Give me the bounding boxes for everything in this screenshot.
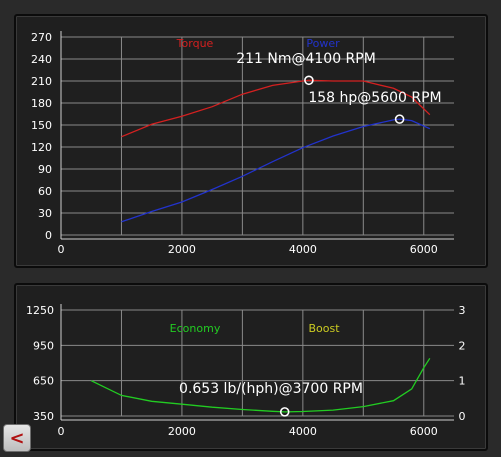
y-tick-label: 120 [31, 141, 52, 154]
x-tick-label: 4000 [289, 243, 317, 256]
y2-tick-label: 0 [459, 410, 466, 423]
legend-power: Power [306, 37, 340, 50]
y-tick-label: 1250 [26, 304, 54, 317]
x-tick-label: 6000 [410, 425, 438, 438]
legend-economy: Economy [170, 322, 221, 335]
torque-power-chart-panel: 0 30 60 90 120 150 180 210 240 270 0 2000 4000 6000 To… [14, 14, 488, 268]
y-tick-label: 30 [38, 207, 52, 220]
series-line-economy [90, 357, 431, 413]
economy-boost-chart-panel: 350 650 950 1250 0 2000 4000 6000 0 1 2 3 Economy Boo… [14, 283, 488, 451]
y-tick-label: 350 [33, 410, 54, 423]
legend-torque: Torque [176, 37, 214, 50]
y2-tick-label: 1 [459, 375, 466, 388]
torque-power-chart: 0 30 60 90 120 150 180 210 240 270 0 2000 4000 6000 To… [31, 31, 454, 256]
y-tick-label: 240 [31, 53, 52, 66]
y2-tick-label: 3 [459, 304, 466, 317]
y-tick-label: 150 [31, 119, 52, 132]
annotation-label: 158 hp@5600 RPM [308, 90, 441, 106]
y-tick-label: 60 [38, 185, 52, 198]
series-line-power [121, 118, 431, 223]
x-tick-label: 0 [58, 425, 65, 438]
y-tick-label: 950 [33, 339, 54, 352]
x-tick-label: 6000 [410, 243, 438, 256]
y-tick-label: 0 [45, 229, 52, 242]
y-tick-label: 270 [31, 31, 52, 44]
annotation-marker [279, 407, 290, 417]
annotation-marker [304, 75, 314, 86]
y-tick-label: 650 [33, 375, 54, 388]
y-tick-label: 180 [31, 97, 52, 110]
annotation-label: 211 Nm@4100 RPM [236, 51, 376, 67]
back-button[interactable]: < [3, 424, 31, 452]
series-line-torque [121, 79, 431, 138]
y-tick-label: 210 [31, 75, 52, 88]
x-tick-label: 2000 [168, 243, 196, 256]
y-tick-label: 90 [38, 163, 52, 176]
legend-boost: Boost [308, 322, 340, 335]
annotation-marker [394, 114, 405, 124]
x-tick-label: 4000 [289, 425, 317, 438]
x-tick-label: 2000 [168, 425, 196, 438]
x-tick-label: 0 [58, 243, 65, 256]
annotation-label: 0.653 lb/(hph)@3700 RPM [179, 381, 363, 397]
y2-tick-label: 2 [459, 339, 466, 352]
economy-boost-chart: 350 650 950 1250 0 2000 4000 6000 0 1 2 3 Economy Boo… [26, 304, 466, 438]
